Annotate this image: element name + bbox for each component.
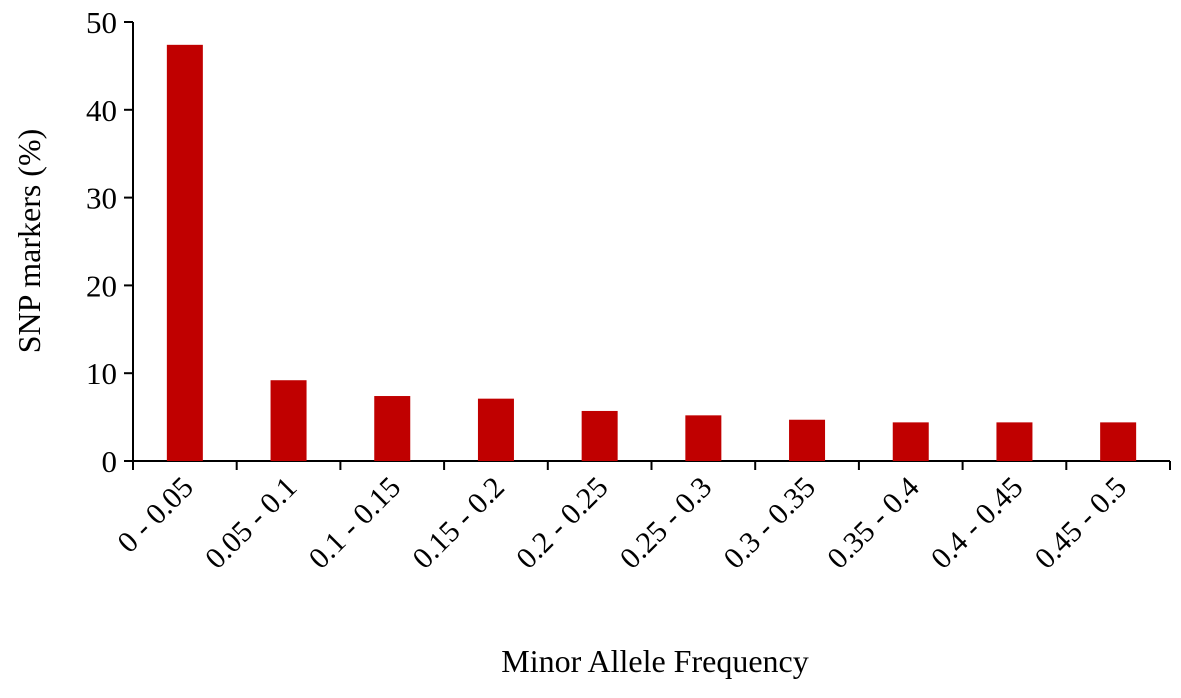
x-tick-label: 0.35 - 0.4 [821,471,926,576]
x-tick-label: 0.25 - 0.3 [614,471,719,576]
x-tick-label: 0.45 - 0.5 [1028,471,1133,576]
y-tick-label: 30 [86,181,117,216]
x-tick-label: 0.05 - 0.1 [199,471,304,576]
bar [477,398,514,461]
x-tick-label: 0 - 0.05 [111,471,200,560]
y-tick-label: 40 [86,93,117,128]
y-tick-label: 0 [102,444,118,479]
y-axis-label: SNP markers (%) [11,129,47,354]
x-tick-label: 0.15 - 0.2 [406,471,511,576]
bar [685,415,722,461]
x-tick-label: 0.4 - 0.45 [925,471,1030,576]
x-tick-label: 0.1 - 0.15 [303,471,408,576]
y-tick-label: 20 [86,268,117,303]
x-tick-label: 0.3 - 0.35 [717,471,822,576]
bar [270,380,307,461]
y-tick-label: 50 [86,5,117,40]
bar [166,44,203,461]
y-tick-label: 10 [86,356,117,391]
bar [892,422,929,461]
bar [996,422,1033,461]
bar [581,410,618,461]
bar [1100,422,1137,461]
x-axis-label: Minor Allele Frequency [501,643,808,679]
bar [374,396,411,461]
x-tick-label: 0.2 - 0.25 [510,471,615,576]
bar [789,419,826,461]
